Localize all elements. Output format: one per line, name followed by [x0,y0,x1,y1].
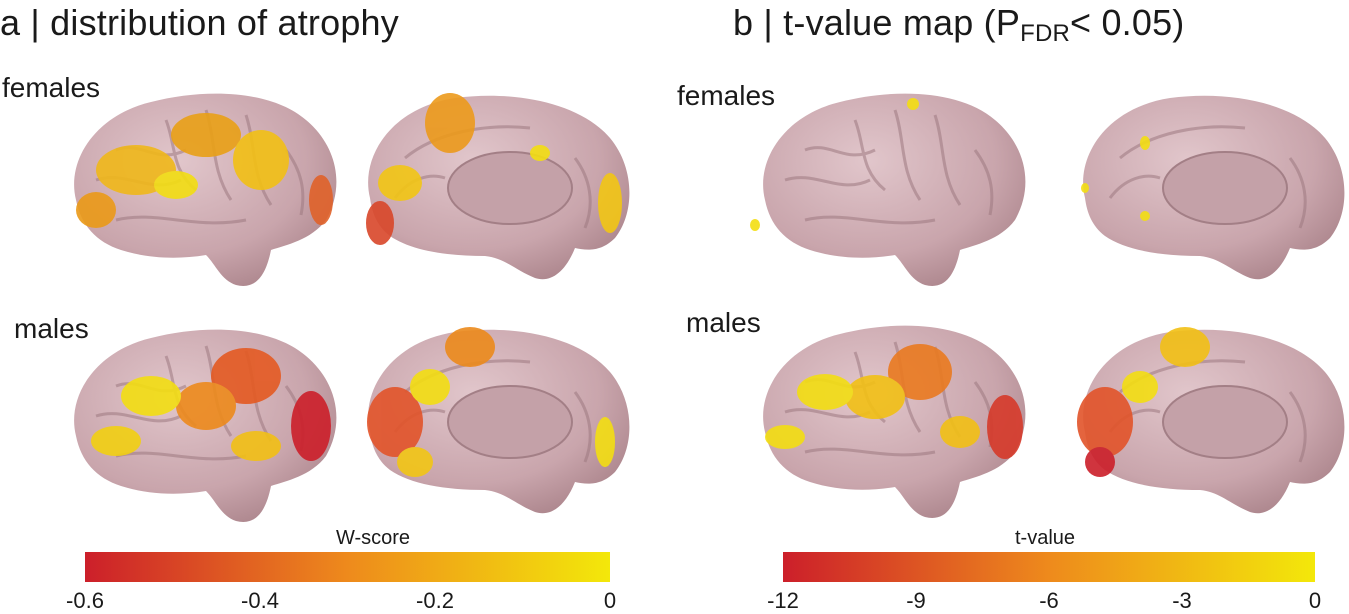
brain-lateral-females-a [72,92,338,288]
colorbar-a [85,552,610,582]
row-label-males: males [14,313,89,344]
brain-medial-females-b [1081,94,1346,281]
panel-a-title: a | distribution of atrophy [0,2,399,43]
row-label-females: females [677,80,776,111]
colorbar-b-tick: -12 [767,588,799,613]
colorbar-a-tick: -0.4 [241,588,279,613]
brain-lateral-males-a [72,328,338,524]
colorbar-a-tick: 0 [603,588,617,613]
colorbar-a-tick: -0.2 [416,588,454,613]
row-label-males: males [686,307,761,338]
colorbar-label-a: W-score [335,527,411,549]
colorbar-b-tick: -9 [906,588,926,613]
brain-lateral-females-b [750,92,1027,288]
row-label-females: females [2,72,101,103]
colorbar-b [783,552,1315,582]
panel-b-title: b | t-value map (PFDR< 0.05) [733,2,1185,47]
colorbar-b-tick: -6 [1039,588,1059,613]
colorbar-b-tick: -3 [1172,588,1192,613]
brain-medial-males-b [1077,327,1346,515]
colorbar-a-tick: -0.6 [66,588,104,613]
colorbar-b-tick: 0 [1308,588,1322,613]
colorbar-label-b: t-value [1014,527,1076,549]
brain-medial-males-a [366,327,631,515]
brain-lateral-males-b [761,324,1027,520]
brain-medial-females-a [366,93,631,281]
